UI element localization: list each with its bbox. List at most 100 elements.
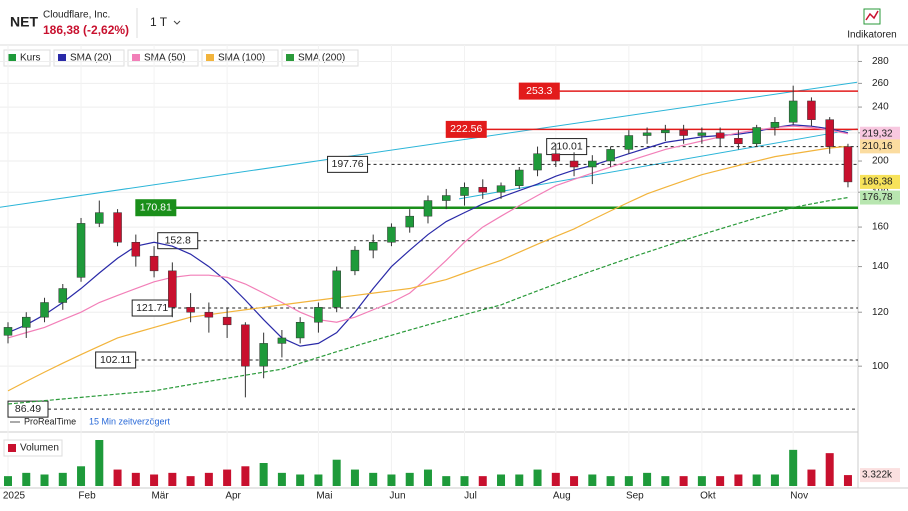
legend-swatch <box>8 54 16 62</box>
candle-body <box>515 169 524 186</box>
volume-bar <box>350 469 359 486</box>
legend-box <box>201 49 279 67</box>
level-label-box <box>95 351 137 369</box>
volume-bar <box>150 474 159 486</box>
candle-body <box>460 187 469 196</box>
x-tick-label: Jun <box>389 491 405 502</box>
candle-body <box>95 212 104 224</box>
candle-body <box>259 343 268 367</box>
candle-body <box>825 119 834 147</box>
legend-label: SMA (100) <box>218 53 265 64</box>
candle-body <box>277 337 287 344</box>
candle-body <box>241 324 250 367</box>
price: 186,38 (-2,62%) <box>43 23 129 37</box>
x-tick-label: Mär <box>151 491 169 502</box>
volume-bar <box>825 453 834 486</box>
level-label: 197.76 <box>331 158 363 170</box>
sma-line <box>7 124 849 347</box>
y-tick-label: 260 <box>872 78 889 89</box>
candle-body <box>533 153 542 171</box>
volume-bar <box>807 469 816 486</box>
volume-bar <box>533 469 542 486</box>
candle-body <box>350 249 360 272</box>
level-label-box <box>546 138 588 156</box>
candle-body <box>770 121 780 128</box>
volume-bar <box>223 469 232 486</box>
candle-body <box>222 316 232 326</box>
level-label-box <box>7 400 49 418</box>
y-tick-label: 160 <box>872 222 889 233</box>
candle-body <box>551 153 561 162</box>
volume-bar <box>332 459 341 486</box>
header <box>0 0 908 45</box>
candle-body <box>113 212 122 243</box>
volume-bar <box>423 469 432 486</box>
x-tick-label: Okt <box>700 491 716 502</box>
candle-body <box>40 302 49 318</box>
sma-line <box>7 125 849 339</box>
level-label: 222.56 <box>450 123 482 135</box>
candle-body <box>58 288 68 303</box>
volume-legend-swatch <box>8 444 16 452</box>
volume-bar <box>460 476 469 486</box>
volume-bar <box>22 472 31 486</box>
volume-bar <box>734 474 743 486</box>
volume-bar <box>204 472 213 486</box>
volume-bar <box>77 466 86 486</box>
volume-bar <box>789 449 798 486</box>
candle-body <box>149 255 159 272</box>
candle-body <box>168 270 177 308</box>
volume-bar <box>40 474 49 486</box>
level-label-box <box>327 155 369 173</box>
volume-bar <box>606 476 615 486</box>
legend-label: SMA (50) <box>144 53 186 64</box>
volume-legend-label: Volumen <box>20 443 59 454</box>
legend-box <box>127 49 199 67</box>
volume-bar <box>277 472 286 486</box>
volume-bar <box>296 474 305 486</box>
candle-body <box>441 195 451 201</box>
value-badge <box>860 190 900 205</box>
volume-badge <box>860 468 900 483</box>
interval[interactable]: 1 T <box>150 15 168 29</box>
x-tick-label: Jul <box>464 491 477 502</box>
volume-bar <box>241 466 250 486</box>
source: ProRealTime <box>24 416 76 426</box>
candle-body <box>76 223 86 278</box>
indicator-icon[interactable] <box>863 8 881 25</box>
indicators-button[interactable]: Indikatoren <box>847 30 896 41</box>
volume-bar <box>113 469 122 486</box>
level-label: 152.8 <box>165 234 191 246</box>
sma-line <box>7 196 849 405</box>
volume-bar <box>697 476 706 486</box>
x-tick-label: Mai <box>316 491 332 502</box>
candle-body <box>606 149 615 162</box>
candle-body <box>788 100 798 123</box>
volume-bar <box>643 472 652 486</box>
volume-bar <box>168 472 177 486</box>
candle-body <box>679 129 688 136</box>
y-tick-label: 140 <box>872 261 889 272</box>
legend-label: SMA (200) <box>298 53 345 64</box>
value-badge-label: 219,32 <box>862 128 893 139</box>
candle-body <box>295 321 305 339</box>
volume-bar <box>259 463 268 486</box>
candle-body <box>314 307 323 323</box>
x-tick-label: Nov <box>790 491 808 502</box>
candle-body <box>423 200 433 217</box>
level-label-box <box>135 199 177 217</box>
volume-bar <box>661 476 670 486</box>
candle-body <box>496 185 506 193</box>
candle-body <box>624 135 634 150</box>
level-label-box <box>518 82 560 100</box>
candle-body <box>752 127 761 145</box>
volume-bar <box>369 472 378 486</box>
y-tick-label: 120 <box>872 307 889 318</box>
level-label: 210.01 <box>551 140 583 152</box>
volume-bar <box>314 474 323 486</box>
candle-body <box>807 100 816 120</box>
candle-body <box>368 241 378 251</box>
volume-bar <box>4 476 12 486</box>
candle-body <box>661 129 670 134</box>
volume-bar <box>405 472 414 486</box>
